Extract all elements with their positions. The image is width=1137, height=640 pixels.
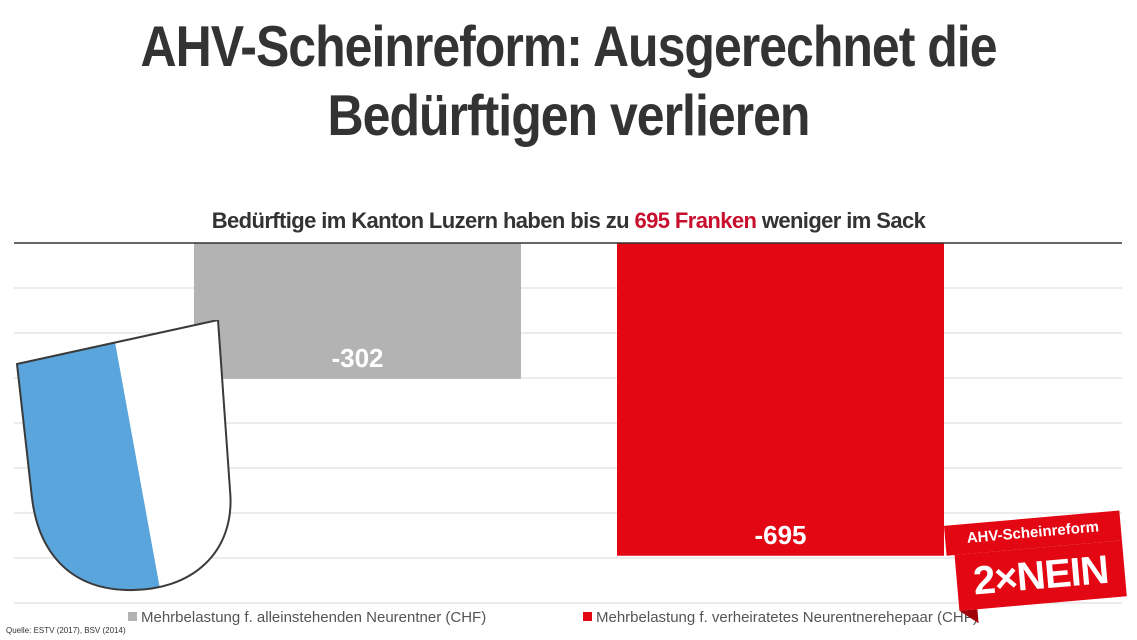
subtitle-highlight: 695 Franken (634, 208, 757, 233)
data-label-couple: -695 (754, 520, 806, 550)
legend-label-couple: Mehrbelastung f. verheiratetes Neurentne… (596, 609, 978, 626)
legend-swatch-gray (128, 612, 137, 621)
chart-legend: Mehrbelastung f. alleinstehenden Neurent… (0, 609, 1137, 633)
subtitle-after: weniger im Sack (756, 208, 926, 233)
legend-item-couple: Mehrbelastung f. verheiratetes Neurentne… (583, 609, 978, 626)
bar-couple (617, 243, 944, 556)
legend-item-single: Mehrbelastung f. alleinstehenden Neurent… (128, 609, 486, 626)
legend-swatch-red (583, 612, 592, 621)
title-line-1: AHV-Scheinreform: Ausgerechnet die (140, 14, 997, 79)
data-label-single: -302 (331, 343, 383, 373)
title-line-2: Bedürftigen verlieren (327, 83, 811, 148)
page-title: AHV-Scheinreform: Ausgerechnet die Bedür… (0, 12, 1137, 150)
legend-label-single: Mehrbelastung f. alleinstehenden Neurent… (141, 609, 487, 626)
badge-tail (959, 609, 979, 625)
campaign-badge: AHV-Scheinreform 2×NEIN (943, 510, 1128, 626)
luzern-coat-of-arms-icon (15, 320, 232, 592)
chart-subtitle: Bedürftige im Kanton Luzern haben bis zu… (0, 208, 1137, 234)
source-note: Quelle: ESTV (2017), BSV (2014) (6, 626, 126, 635)
subtitle-before: Bedürftige im Kanton Luzern haben bis zu (211, 208, 635, 233)
bar-single (194, 243, 521, 379)
